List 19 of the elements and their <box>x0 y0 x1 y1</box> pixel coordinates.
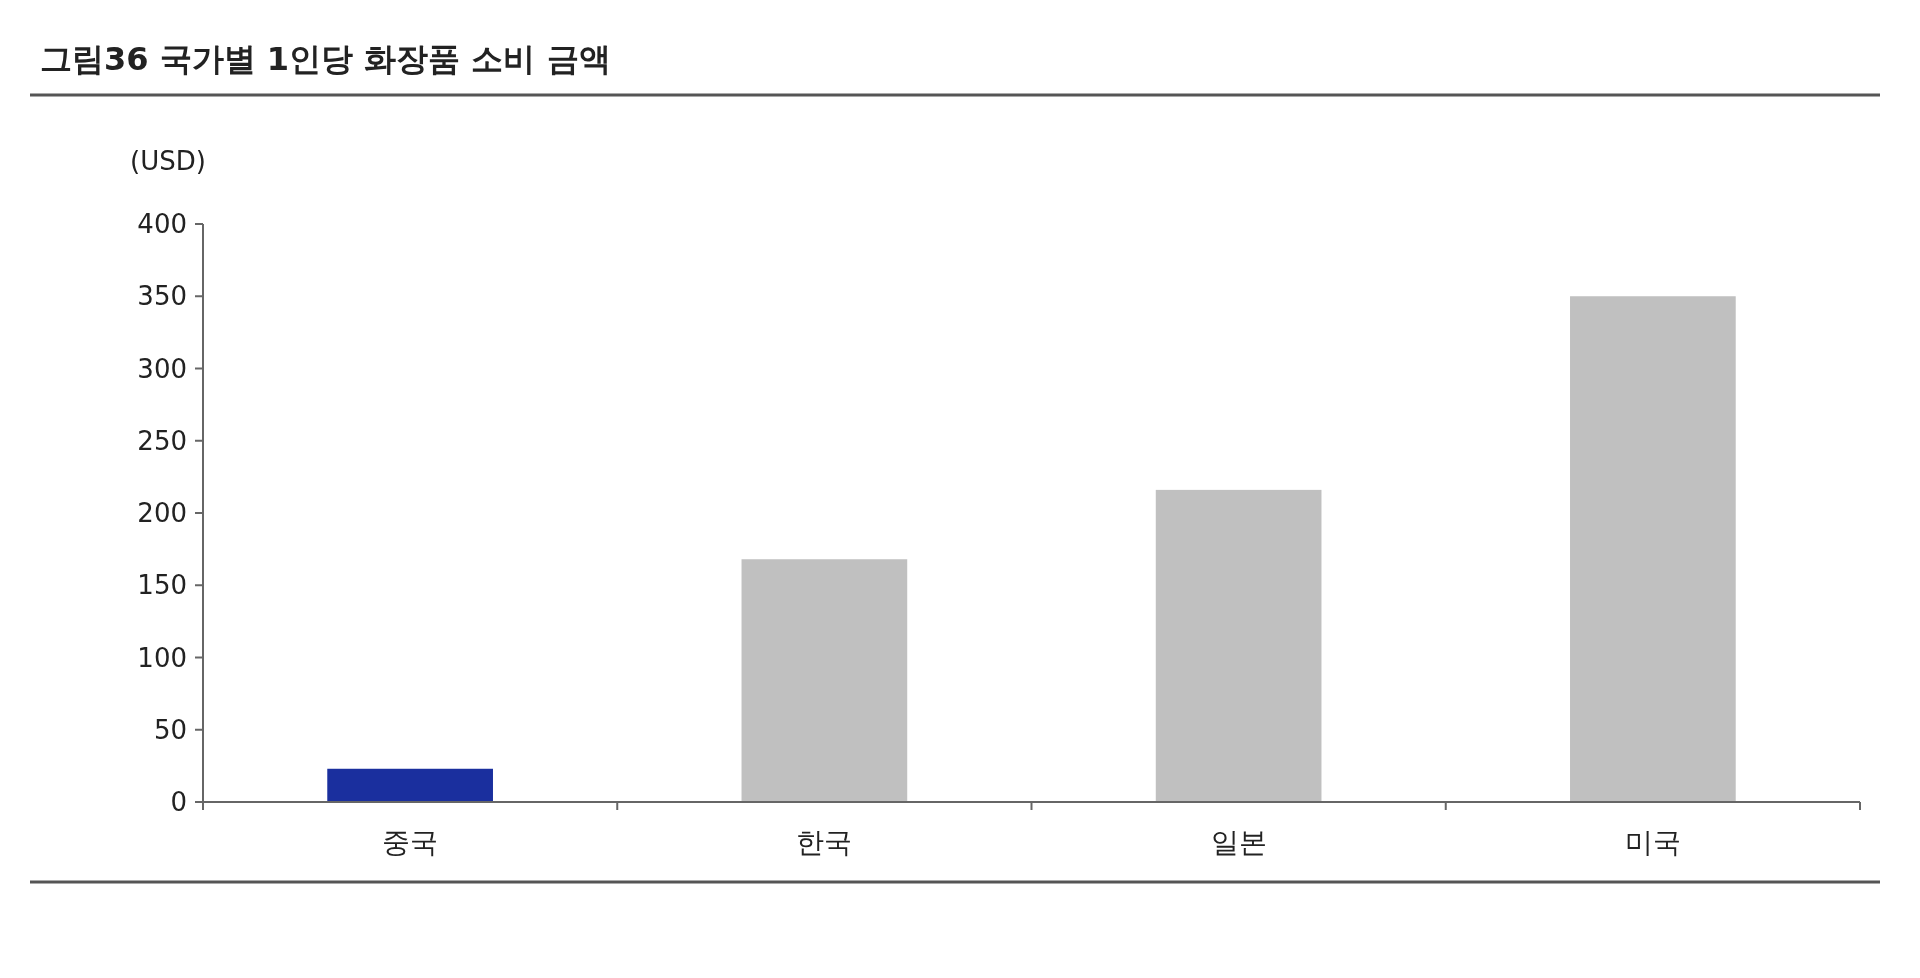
y-tick-label: 350 <box>137 281 187 312</box>
y-tick-label: 0 <box>170 787 187 817</box>
x-tick-label: 중국 <box>382 826 439 859</box>
y-tick-label: 150 <box>137 570 187 601</box>
x-tick-label: 한국 <box>796 826 853 859</box>
y-tick-label: 400 <box>137 209 187 239</box>
x-tick-label: 일본 <box>1210 826 1267 859</box>
y-axis-title: (USD) <box>130 146 206 176</box>
bar <box>1155 489 1322 802</box>
bar <box>741 559 908 802</box>
y-tick-label: 100 <box>137 642 187 673</box>
chart-title: 그림36 국가별 1인당 화장품 소비 금액 <box>40 40 611 78</box>
bar <box>327 768 493 802</box>
y-tick-label: 50 <box>153 714 187 745</box>
bar <box>1570 296 1736 802</box>
y-tick-label: 300 <box>137 353 187 384</box>
y-tick-label: 250 <box>137 425 187 456</box>
y-tick-label: 200 <box>137 498 187 528</box>
x-tick-label: 미국 <box>1624 826 1681 859</box>
